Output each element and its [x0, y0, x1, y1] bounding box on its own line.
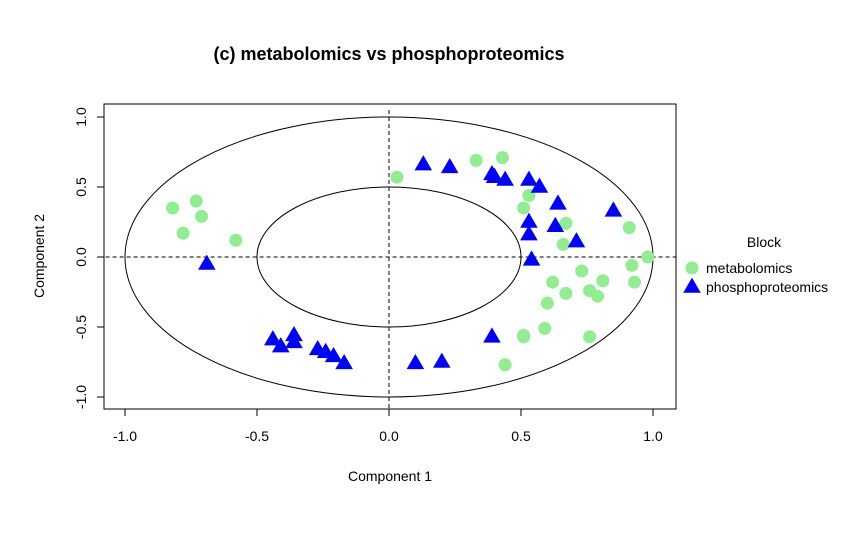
- plot-area: [98, 110, 680, 411]
- metabolomics-point: [546, 275, 560, 289]
- metabolomics-point: [166, 201, 180, 215]
- phosphoproteomics-point: [433, 352, 451, 368]
- legend-marker-metabolomics: [685, 261, 699, 275]
- phosphoproteomics-point: [496, 170, 514, 186]
- phosphoproteomics-point: [520, 170, 538, 186]
- metabolomics-point: [625, 258, 639, 272]
- legend-item-phosphoproteomics: phosphoproteomics: [683, 277, 828, 295]
- metabolomics-point: [538, 321, 552, 335]
- phosphoproteomics-point: [520, 212, 538, 228]
- metabolomics-point: [596, 274, 610, 288]
- metabolomics-point: [390, 170, 404, 184]
- phosphoproteomics-point: [549, 194, 567, 210]
- phosphoproteomics-point: [414, 155, 433, 171]
- phosphoproteomics-point: [335, 353, 353, 370]
- metabolomics-point: [591, 289, 605, 303]
- metabolomics-point: [496, 151, 510, 165]
- y-tick-label: 1.0: [73, 107, 89, 127]
- legend-marker-phosphoproteomics: [683, 277, 701, 293]
- x-tick-label: 1.0: [643, 428, 663, 444]
- metabolomics-point: [517, 330, 531, 344]
- phosphoproteomics-point: [285, 332, 303, 349]
- metabolomics-point: [229, 233, 243, 247]
- metabolomics-point: [176, 226, 190, 240]
- phosphoproteomics-point: [604, 201, 623, 217]
- y-tick-label: 0.0: [73, 247, 89, 267]
- phosphoproteomics-point: [485, 167, 504, 183]
- metabolomics-point: [195, 209, 209, 223]
- x-tick-label: 0.5: [511, 428, 531, 444]
- metabolomics-point: [189, 194, 203, 208]
- y-axis: -1.0 -0.5 0.0 0.5 1.0: [73, 107, 105, 409]
- phosphoproteomics-point: [324, 346, 343, 363]
- x-tick-label: -1.0: [113, 428, 137, 444]
- y-axis-label: Component 2: [31, 214, 47, 298]
- metabolomics-point: [559, 216, 573, 230]
- legend-label-metabolomics: metabolomics: [706, 260, 792, 276]
- metabolomics-point: [628, 275, 642, 289]
- y-tick-label: 0.5: [73, 177, 89, 197]
- metabolomics-point: [575, 264, 589, 278]
- legend-label-phosphoproteomics: phosphoproteomics: [706, 279, 828, 295]
- legend-item-metabolomics: metabolomics: [685, 260, 792, 276]
- phosphoproteomics-point: [406, 353, 425, 370]
- phosphoproteomics-point: [271, 337, 290, 353]
- series-metabolomics: [166, 151, 655, 372]
- phosphoproteomics-point: [530, 177, 549, 193]
- x-axis: -1.0 -0.5 0.0 0.5 1.0: [113, 408, 663, 444]
- phosphoproteomics-point: [483, 327, 501, 343]
- y-tick-label: -0.5: [73, 315, 89, 339]
- metabolomics-point: [540, 296, 554, 310]
- metabolomics-point: [469, 153, 483, 167]
- metabolomics-point: [583, 330, 597, 344]
- phosphoproteomics-point: [546, 216, 565, 232]
- metabolomics-point: [622, 221, 636, 235]
- metabolomics-point: [559, 286, 573, 300]
- phosphoproteomics-point: [440, 157, 459, 174]
- legend-title: Block: [747, 234, 782, 250]
- metabolomics-point: [498, 358, 512, 372]
- phosphoproteomics-point: [520, 225, 538, 241]
- x-axis-label: Component 1: [348, 468, 432, 484]
- legend: Block metabolomics phosphoproteomics: [683, 234, 828, 295]
- phosphoproteomics-point: [522, 250, 541, 266]
- metabolomics-point: [641, 250, 655, 264]
- phosphoproteomics-point: [264, 330, 282, 346]
- phosphoproteomics-point: [567, 232, 586, 248]
- x-tick-label: 0.0: [379, 428, 399, 444]
- phosphoproteomics-point: [198, 254, 216, 270]
- metabolomics-point: [556, 237, 570, 251]
- x-tick-label: -0.5: [245, 428, 269, 444]
- y-tick-label: -1.0: [73, 385, 89, 409]
- chart-title: (c) metabolomics vs phosphoproteomics: [213, 44, 564, 64]
- metabolomics-point: [517, 201, 531, 215]
- series-phosphoproteomics: [198, 155, 623, 370]
